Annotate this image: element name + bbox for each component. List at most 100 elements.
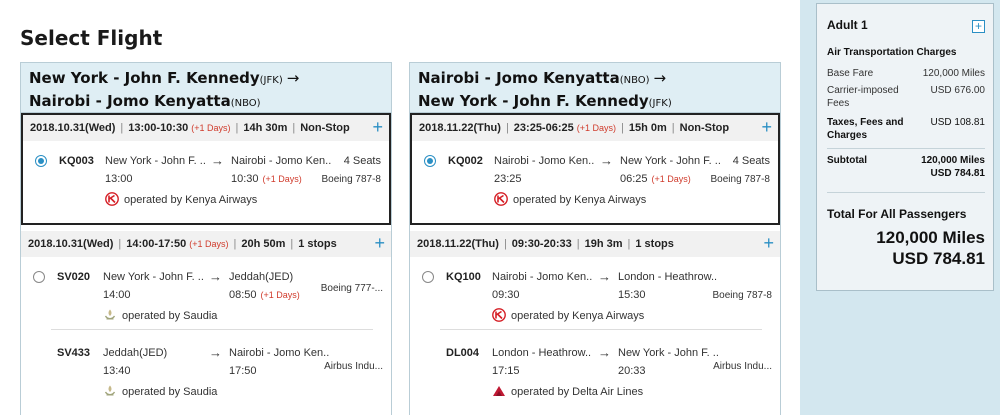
- flight-option-selected[interactable]: 2018.10.31(Wed) | 13:00-10:30 (+1 Days) …: [21, 113, 391, 225]
- seats-available: 4 Seats: [732, 155, 770, 167]
- taxes-label: Taxes, Fees and Charges: [827, 117, 904, 141]
- plus-days: (+1 Days): [576, 123, 616, 133]
- flight-duration: 19h 3m: [584, 238, 623, 250]
- route-destination: Nairobi - Jomo Kenyatta: [29, 92, 231, 110]
- flight-stops: 1 stops: [298, 238, 337, 250]
- flight-option-selected[interactable]: 2018.11.22(Thu) | 23:25-06:25 (+1 Days) …: [410, 113, 780, 225]
- flight-times: 13:00-10:30: [128, 122, 189, 134]
- flight-radio-button[interactable]: [33, 271, 45, 283]
- arrival-time: 15:30: [618, 289, 646, 301]
- arrival-time: 06:25: [620, 173, 648, 185]
- taxes-value: USD 108.81: [930, 117, 985, 128]
- operating-carrier: operated by Kenya Airways: [492, 308, 644, 322]
- departure-airport: London - Heathrow...: [492, 347, 592, 359]
- departure-airport: Nairobi - Jomo Ken...: [494, 155, 594, 167]
- flight-segment: KQ003 New York - John F. ... 13:00 → Nai…: [23, 141, 389, 211]
- route-destination-code: (JFK): [648, 98, 672, 109]
- flight-radio-button[interactable]: [422, 271, 434, 283]
- expand-details-plus-icon[interactable]: +: [374, 233, 385, 253]
- total-usd: USD 784.81: [892, 249, 985, 268]
- expand-details-plus-icon[interactable]: +: [761, 117, 772, 137]
- route-arrow-icon: →: [653, 69, 667, 87]
- arrival-time: 10:30: [231, 173, 259, 185]
- kenya-airways-logo-icon: [105, 192, 119, 206]
- departure-time: 23:25: [494, 173, 522, 185]
- operating-carrier: operated by Kenya Airways: [494, 192, 646, 206]
- delta-logo-icon: [493, 386, 505, 396]
- kenya-airways-logo-icon: [494, 192, 508, 206]
- outbound-route-header: New York - John F. Kennedy(JFK) → Nairobi…: [21, 63, 391, 113]
- operator-name: operated by Delta Air Lines: [511, 386, 644, 398]
- operator-name: operated by Kenya Airways: [124, 194, 258, 206]
- departure-airport: New York - John F. ...: [105, 155, 205, 167]
- route-destination: New York - John F. Kennedy: [418, 92, 649, 110]
- aircraft-type: Boeing 777-...: [320, 283, 383, 294]
- operating-carrier: operated by Saudia: [103, 308, 217, 322]
- departure-time: 14:00: [103, 289, 131, 301]
- flight-date: 2018.10.31(Wed): [30, 122, 116, 134]
- subtotal-label: Subtotal: [827, 155, 867, 166]
- route-origin-code: (NBO): [619, 75, 650, 86]
- arrow-right-icon: →: [209, 345, 222, 360]
- flight-option-summary: 2018.10.31(Wed) | 14:00-17:50 (+1 Days) …: [21, 231, 391, 257]
- flight-number: SV020: [57, 271, 91, 283]
- arrow-right-icon: →: [211, 153, 224, 168]
- flight-option-summary: 2018.11.22(Thu) | 09:30-20:33 | 19h 3m |…: [410, 231, 780, 257]
- carrier-fees-label: Carrier-imposed Fees: [827, 85, 899, 109]
- flight-date: 2018.10.31(Wed): [28, 238, 114, 250]
- flight-radio-button[interactable]: [35, 155, 47, 167]
- departure-time: 09:30: [492, 289, 520, 301]
- flight-segment: SV433 Jeddah(JED) 13:40 → Nairobi - Jomo…: [21, 329, 391, 403]
- expand-plus-icon[interactable]: +: [972, 20, 985, 33]
- flight-times: 14:00-17:50: [126, 238, 187, 250]
- flight-option[interactable]: 2018.10.31(Wed) | 14:00-17:50 (+1 Days) …: [21, 231, 391, 415]
- divider: [827, 148, 985, 149]
- seats-available: 4 Seats: [343, 155, 381, 167]
- total-miles: 120,000 Miles: [876, 228, 985, 247]
- flight-number: DL004: [446, 347, 480, 359]
- flight-stops: Non-Stop: [679, 122, 730, 134]
- flight-stops: 1 stops: [635, 238, 674, 250]
- plus-days: (+1 Days): [260, 290, 300, 300]
- flight-segment: KQ002 Nairobi - Jomo Ken... 23:25 → New …: [412, 141, 778, 211]
- departure-time: 17:15: [492, 365, 520, 377]
- flight-radio-button[interactable]: [424, 155, 436, 167]
- route-arrow-icon: →: [286, 69, 300, 87]
- operating-carrier: operated by Saudia: [103, 384, 217, 398]
- plus-days: (+1 Days): [651, 174, 691, 184]
- flight-times: 09:30-20:33: [511, 238, 572, 250]
- route-origin: Nairobi - Jomo Kenyatta: [418, 69, 620, 87]
- passenger-label: Adult 1: [827, 18, 868, 32]
- flight-option[interactable]: 2018.11.22(Thu) | 09:30-20:33 | 19h 3m |…: [410, 231, 780, 415]
- arrival-airport: New York - John F. ...: [620, 155, 720, 167]
- divider: [827, 192, 985, 193]
- outbound-column: New York - John F. Kennedy(JFK) → Nairobi…: [20, 62, 392, 415]
- return-route-header: Nairobi - Jomo Kenyatta(NBO) → New York -…: [410, 63, 780, 113]
- expand-details-plus-icon[interactable]: +: [763, 233, 774, 253]
- aircraft-type: Airbus Indu...: [713, 361, 772, 372]
- aircraft-type: Boeing 787-8: [712, 290, 773, 301]
- departure-airport: Jeddah(JED): [103, 347, 168, 359]
- return-column: Nairobi - Jomo Kenyatta(NBO) → New York -…: [409, 62, 781, 415]
- arrival-airport: New York - John F. ...: [618, 347, 718, 359]
- arrow-right-icon: →: [600, 153, 613, 168]
- flight-duration: 15h 0m: [628, 122, 667, 134]
- arrow-right-icon: →: [598, 269, 611, 284]
- arrow-right-icon: →: [598, 345, 611, 360]
- arrival-time: 08:50: [229, 289, 257, 301]
- flight-number: KQ003: [59, 155, 94, 167]
- arrow-right-icon: →: [209, 269, 222, 284]
- operator-name: operated by Saudia: [122, 310, 218, 322]
- flight-stops: Non-Stop: [300, 122, 350, 134]
- charges-section-title: Air Transportation Charges: [827, 47, 957, 58]
- flight-segment: KQ100 Nairobi - Jomo Ken... 09:30 → Lond…: [410, 257, 780, 327]
- operator-name: operated by Kenya Airways: [511, 310, 645, 322]
- route-origin-code: (JFK): [259, 75, 283, 86]
- plus-days: (+1 Days): [262, 174, 302, 184]
- base-fare-value: 120,000 Miles: [922, 68, 985, 79]
- expand-details-plus-icon[interactable]: +: [372, 117, 383, 137]
- arrival-time: 17:50: [229, 365, 257, 377]
- arrival-airport: Jeddah(JED): [229, 271, 294, 283]
- arrival-time: 20:33: [618, 365, 646, 377]
- arrival-airport: London - Heathrow...: [618, 271, 718, 283]
